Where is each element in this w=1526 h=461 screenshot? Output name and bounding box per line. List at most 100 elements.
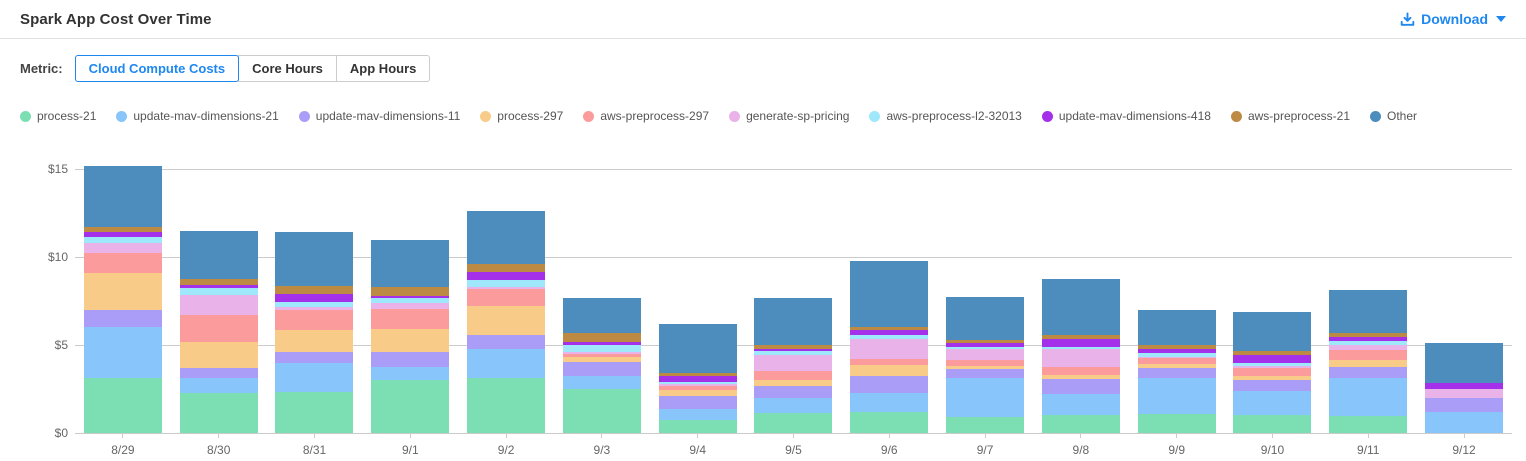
bar-segment-update-mav-dimensions-21[interactable] <box>946 378 1025 418</box>
bar-segment-aws-preprocess-297[interactable] <box>850 359 929 366</box>
bar-segment-aws-preprocess-21[interactable] <box>1137 345 1216 350</box>
legend-item-process-21[interactable]: process-21 <box>20 109 96 123</box>
bar-segment-update-mav-dimensions-11[interactable] <box>1041 379 1120 395</box>
bar-segment-aws-preprocess-297[interactable] <box>179 315 258 343</box>
bar-segment-aws-preprocess-l2-32013[interactable] <box>83 236 162 243</box>
bar-segment-update-mav-dimensions-418[interactable] <box>371 295 450 298</box>
bar-segment-aws-preprocess-l2-32013[interactable] <box>1041 346 1120 349</box>
bar-segment-aws-preprocess-297[interactable] <box>83 252 162 273</box>
bar-segment-generate-sp-pricing[interactable] <box>467 286 546 289</box>
bar-segment-update-mav-dimensions-418[interactable] <box>1137 349 1216 353</box>
bar-segment-aws-preprocess-21[interactable] <box>1233 351 1312 355</box>
bar-segment-update-mav-dimensions-11[interactable] <box>83 309 162 327</box>
bar-segment-update-mav-dimensions-11[interactable] <box>1233 380 1312 391</box>
bar-segment-aws-preprocess-l2-32013[interactable] <box>946 346 1025 350</box>
bar-segment-update-mav-dimensions-418[interactable] <box>946 343 1025 347</box>
bar-segment-generate-sp-pricing[interactable] <box>179 294 258 316</box>
bar-segment-update-mav-dimensions-11[interactable] <box>1137 367 1216 379</box>
bar-segment-update-mav-dimensions-21[interactable] <box>1041 394 1120 416</box>
bar-segment-update-mav-dimensions-21[interactable] <box>1329 378 1408 417</box>
bar-segment-generate-sp-pricing[interactable] <box>754 354 833 371</box>
bar-segment-process-297[interactable] <box>562 357 641 362</box>
bar-segment-aws-preprocess-l2-32013[interactable] <box>658 381 737 385</box>
bar-segment-update-mav-dimensions-418[interactable] <box>467 272 546 280</box>
bar-segment-aws-preprocess-l2-32013[interactable] <box>1233 362 1312 367</box>
bar-segment-other[interactable] <box>467 211 546 265</box>
bar-segment-other[interactable] <box>850 260 929 327</box>
download-button[interactable]: Download <box>1400 11 1506 27</box>
bar-segment-update-mav-dimensions-11[interactable] <box>179 367 258 379</box>
metric-tab-app-hours[interactable]: App Hours <box>335 54 431 82</box>
bar-segment-generate-sp-pricing[interactable] <box>275 307 354 310</box>
bar-segment-update-mav-dimensions-11[interactable] <box>467 335 546 350</box>
bar-segment-process-21[interactable] <box>658 419 737 433</box>
bar-segment-other[interactable] <box>275 232 354 287</box>
bar-segment-other[interactable] <box>83 166 162 228</box>
bar-segment-aws-preprocess-21[interactable] <box>1041 335 1120 339</box>
bar-segment-update-mav-dimensions-11[interactable] <box>371 352 450 368</box>
bar-segment-aws-preprocess-21[interactable] <box>275 286 354 295</box>
bar-segment-aws-preprocess-297[interactable] <box>371 308 450 330</box>
bar-segment-update-mav-dimensions-418[interactable] <box>83 232 162 237</box>
bar-segment-generate-sp-pricing[interactable] <box>1425 389 1504 398</box>
bar-segment-process-21[interactable] <box>467 377 546 433</box>
bar-segment-update-mav-dimensions-418[interactable] <box>179 285 258 288</box>
bar-segment-process-297[interactable] <box>946 366 1025 369</box>
bar-segment-update-mav-dimensions-11[interactable] <box>850 375 929 394</box>
bar-segment-update-mav-dimensions-11[interactable] <box>1329 367 1408 379</box>
bar-segment-process-21[interactable] <box>850 411 929 433</box>
bar-segment-aws-preprocess-l2-32013[interactable] <box>371 297 450 303</box>
bar-segment-aws-preprocess-21[interactable] <box>467 264 546 273</box>
bar-segment-aws-preprocess-297[interactable] <box>562 353 641 358</box>
bar-segment-process-21[interactable] <box>83 378 162 433</box>
bar-segment-other[interactable] <box>371 240 450 287</box>
bar-segment-update-mav-dimensions-21[interactable] <box>658 409 737 420</box>
bar-segment-process-297[interactable] <box>1233 375 1312 381</box>
bar-segment-aws-preprocess-297[interactable] <box>946 360 1025 367</box>
bar-segment-other[interactable] <box>1233 311 1312 352</box>
bar-segment-aws-preprocess-21[interactable] <box>850 326 929 331</box>
legend-item-aws-preprocess-297[interactable]: aws-preprocess-297 <box>583 109 709 123</box>
bar-segment-other[interactable] <box>179 230 258 280</box>
bar-segment-aws-preprocess-297[interactable] <box>1233 367 1312 376</box>
bar-segment-update-mav-dimensions-418[interactable] <box>275 294 354 302</box>
legend-item-aws-preprocess-l2-32013[interactable]: aws-preprocess-l2-32013 <box>869 109 1022 123</box>
legend-item-update-mav-dimensions-11[interactable]: update-mav-dimensions-11 <box>298 109 460 123</box>
bar-segment-generate-sp-pricing[interactable] <box>562 352 641 354</box>
bar-segment-update-mav-dimensions-21[interactable] <box>83 326 162 379</box>
bar-segment-aws-preprocess-21[interactable] <box>754 345 833 349</box>
bar-segment-update-mav-dimensions-418[interactable] <box>1041 338 1120 347</box>
bar-segment-aws-preprocess-21[interactable] <box>946 339 1025 344</box>
bar-segment-update-mav-dimensions-21[interactable] <box>562 375 641 389</box>
legend-item-generate-sp-pricing[interactable]: generate-sp-pricing <box>729 109 849 123</box>
bar-segment-other[interactable] <box>754 297 833 346</box>
bar-segment-aws-preprocess-l2-32013[interactable] <box>275 301 354 308</box>
bar-segment-aws-preprocess-21[interactable] <box>371 286 450 296</box>
bar-segment-update-mav-dimensions-21[interactable] <box>1137 378 1216 414</box>
bar-segment-process-21[interactable] <box>1137 413 1216 433</box>
bar-segment-aws-preprocess-297[interactable] <box>1041 367 1120 375</box>
bar-segment-aws-preprocess-297[interactable] <box>658 386 737 390</box>
bar-segment-update-mav-dimensions-21[interactable] <box>1425 411 1504 433</box>
bar-segment-update-mav-dimensions-418[interactable] <box>1329 337 1408 341</box>
bar-segment-generate-sp-pricing[interactable] <box>658 384 737 387</box>
legend-item-aws-preprocess-21[interactable]: aws-preprocess-21 <box>1230 109 1350 123</box>
bar-segment-aws-preprocess-l2-32013[interactable] <box>754 351 833 355</box>
bar-segment-aws-preprocess-297[interactable] <box>754 370 833 381</box>
bar-segment-process-297[interactable] <box>83 272 162 310</box>
bar-segment-other[interactable] <box>946 296 1025 340</box>
bar-segment-aws-preprocess-l2-32013[interactable] <box>1137 352 1216 357</box>
bar-segment-update-mav-dimensions-21[interactable] <box>467 349 546 378</box>
bar-segment-aws-preprocess-21[interactable] <box>83 227 162 233</box>
bar-segment-process-297[interactable] <box>1137 363 1216 368</box>
bar-segment-aws-preprocess-297[interactable] <box>467 288 546 307</box>
bar-segment-process-21[interactable] <box>754 412 833 433</box>
bar-segment-other[interactable] <box>658 324 737 374</box>
bar-segment-process-21[interactable] <box>371 380 450 433</box>
bar-segment-process-297[interactable] <box>850 365 929 376</box>
bar-segment-aws-preprocess-l2-32013[interactable] <box>467 279 546 287</box>
legend-item-other[interactable]: Other <box>1370 109 1417 123</box>
bar-segment-update-mav-dimensions-11[interactable] <box>562 361 641 376</box>
bar-segment-generate-sp-pricing[interactable] <box>850 338 929 360</box>
bar-segment-update-mav-dimensions-418[interactable] <box>850 330 929 336</box>
